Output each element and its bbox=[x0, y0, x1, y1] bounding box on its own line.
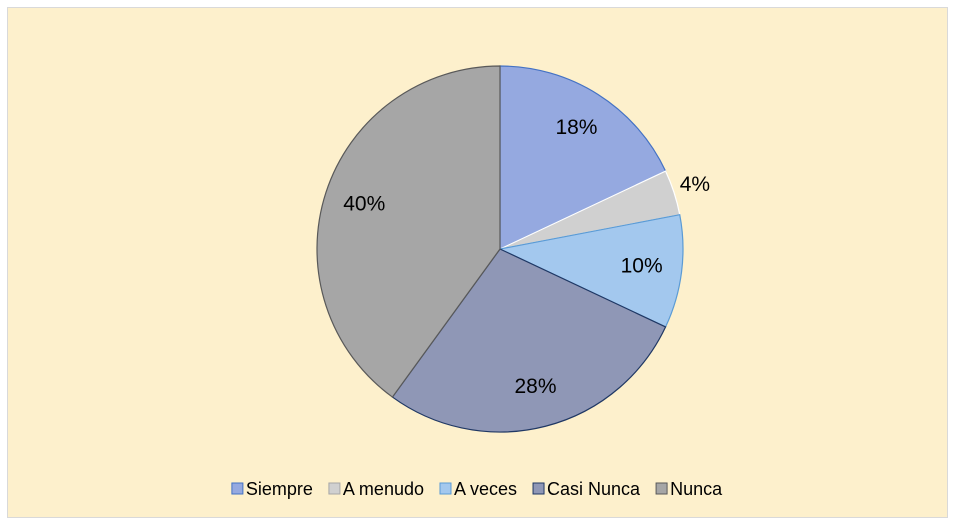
legend-swatch bbox=[231, 482, 244, 495]
legend-label: Nunca bbox=[670, 479, 723, 499]
pie-slice bbox=[316, 65, 501, 398]
legend-label: A menudo bbox=[343, 479, 424, 499]
data-label: 28% bbox=[514, 375, 556, 398]
legend-swatch bbox=[439, 482, 452, 495]
legend-swatch bbox=[532, 482, 545, 495]
legend-label: A veces bbox=[454, 479, 517, 499]
pie-slice bbox=[498, 214, 684, 328]
legend-swatch bbox=[328, 482, 341, 495]
data-label: 40% bbox=[343, 192, 385, 215]
legend-label: Casi Nunca bbox=[547, 479, 641, 499]
pie-slice bbox=[499, 65, 667, 250]
legend-label: Siempre bbox=[246, 479, 313, 499]
data-label: 18% bbox=[555, 116, 597, 139]
data-label: 4% bbox=[680, 173, 710, 196]
legend-swatch bbox=[655, 482, 668, 495]
pie-slice bbox=[391, 248, 667, 433]
data-label: 10% bbox=[621, 254, 663, 277]
